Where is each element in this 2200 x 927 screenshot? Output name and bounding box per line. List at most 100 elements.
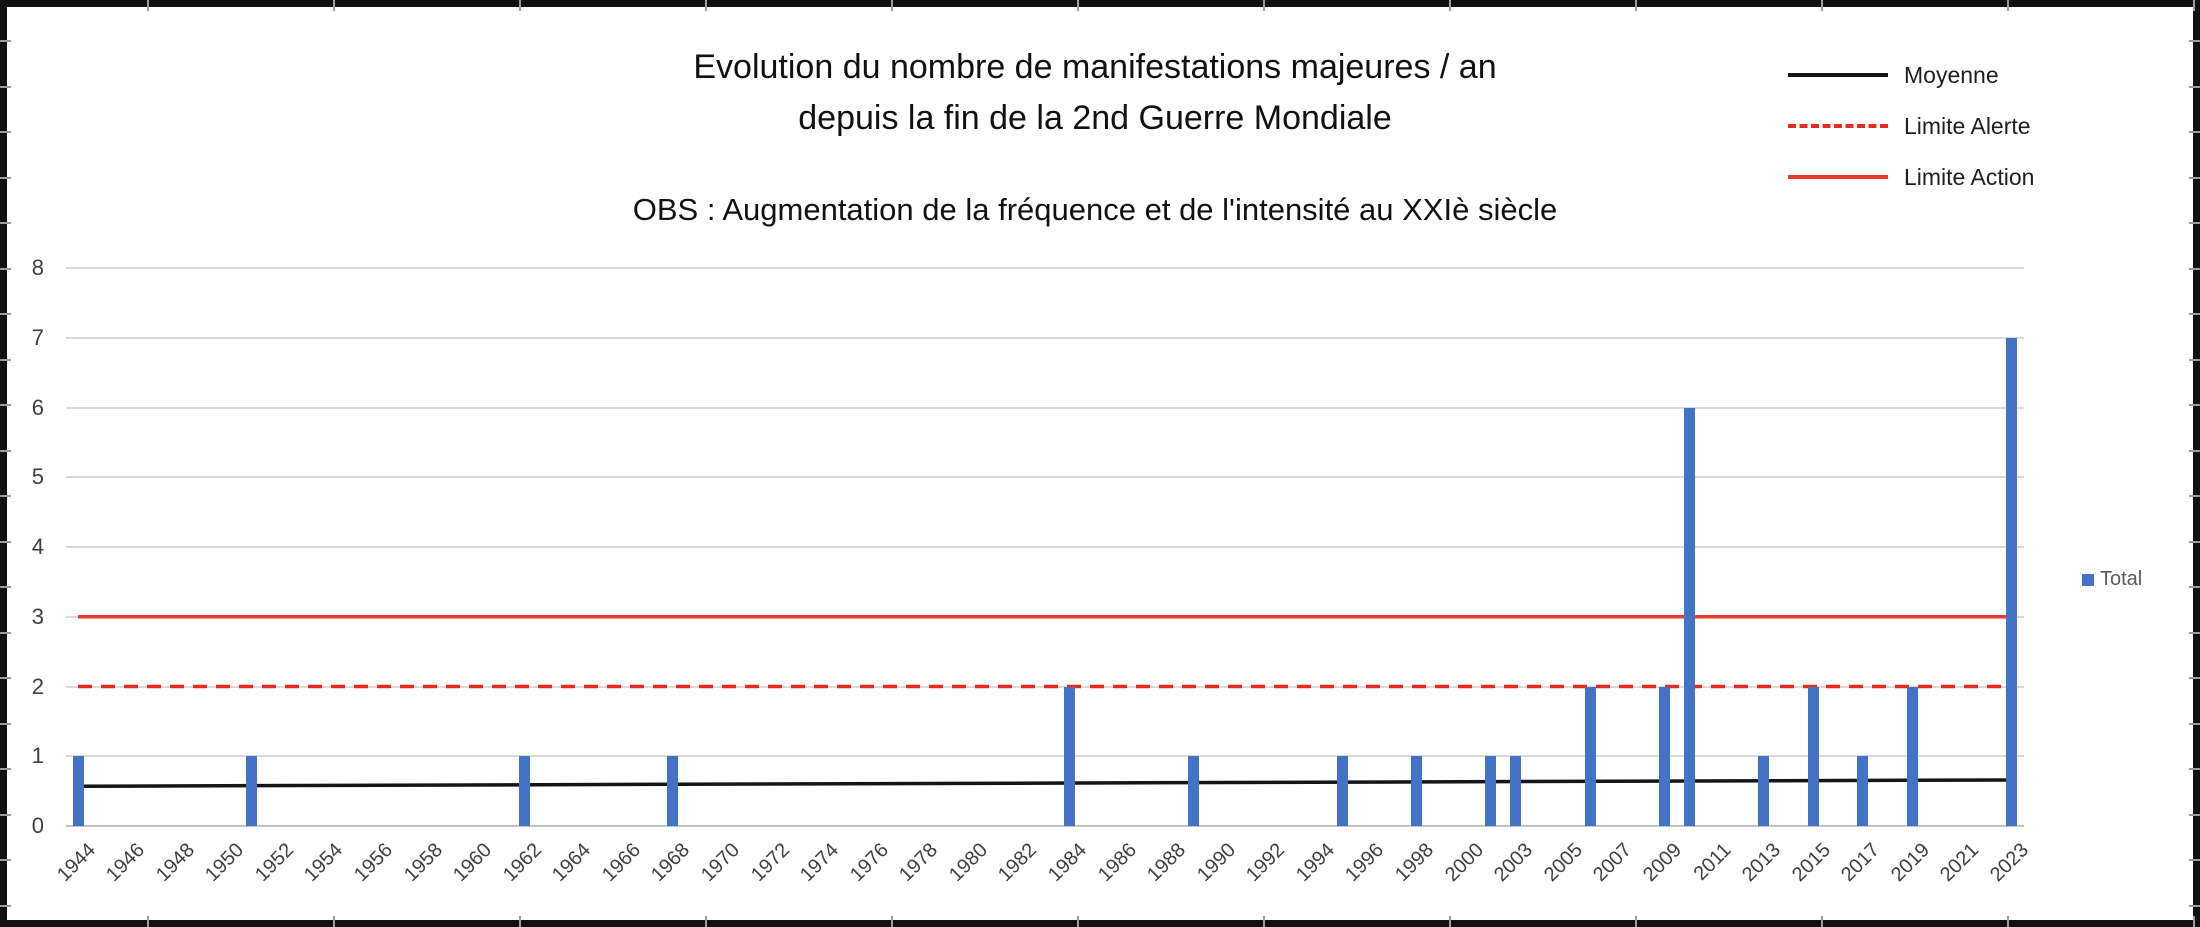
spreadsheet-gridline-stub [2189, 768, 2200, 770]
x-tick-label: 1998 [1391, 839, 1439, 887]
spreadsheet-gridline-stub [0, 631, 11, 634]
spreadsheet-gridline-stub [705, 0, 707, 11]
x-tick-label: 2011 [1689, 839, 1736, 885]
y-tick-label: 1 [31, 743, 44, 769]
spreadsheet-gridline-stub [2007, 916, 2009, 927]
chart-subtitle: OBS : Augmentation de la fréquence et de… [632, 192, 1558, 227]
spreadsheet-gridline-stub [333, 0, 335, 11]
spreadsheet-gridline-stub [2189, 540, 2200, 543]
spreadsheet-gridline-stub [0, 131, 11, 133]
x-tick-label: 2023 [1985, 839, 2033, 887]
x-tick-label: 1972 [746, 839, 794, 887]
spreadsheet-gridline-stub [0, 540, 11, 543]
bar-2017[interactable] [1857, 756, 1869, 826]
spreadsheet-gridline-stub [2193, 0, 2195, 11]
limite-action-line-swatch [1788, 175, 1888, 179]
spreadsheet-gridline-stub [2189, 267, 2200, 270]
bar-2010[interactable] [1683, 407, 1695, 826]
x-tick-label: 2019 [1886, 839, 1934, 887]
x-tick-label: 2005 [1539, 839, 1587, 887]
x-tick-label: 2003 [1490, 839, 1538, 887]
bar-1962[interactable] [518, 756, 530, 826]
spreadsheet-gridline-stub [2189, 586, 2200, 588]
bar-1989[interactable] [1187, 756, 1199, 826]
gridline [66, 755, 2024, 758]
bar-2019[interactable] [1906, 686, 1918, 826]
spreadsheet-gridline-stub [1077, 916, 1079, 927]
bar-1984[interactable] [1063, 686, 1075, 826]
y-tick-label: 2 [31, 673, 44, 699]
bar-2023[interactable] [2005, 337, 2017, 826]
total-series-marker [2082, 573, 2094, 586]
x-tick-label: 1994 [1291, 839, 1339, 887]
spreadsheet-gridline-stub [1263, 916, 1265, 927]
spreadsheet-gridline-stub [1635, 0, 1637, 11]
spreadsheet-gridline-stub [333, 916, 335, 927]
spreadsheet-gridline-stub [2189, 859, 2200, 861]
spreadsheet-gridline-stub [2189, 222, 2200, 224]
spreadsheet-gridline-stub [2189, 495, 2200, 497]
spreadsheet-gridline-stub [0, 859, 11, 861]
spreadsheet-gridline-stub [2189, 813, 2200, 816]
spreadsheet-gridline-stub [1449, 916, 1451, 927]
spreadsheet-gridline-stub [2189, 176, 2200, 179]
x-tick-label: 1960 [449, 839, 497, 887]
chart-title-line2: depuis la fin de la 2nd Guerre Mondiale [798, 99, 1392, 137]
spreadsheet-gridline-stub [0, 176, 11, 179]
lines-legend[interactable]: Moyenne Limite Alerte Limite Action [1788, 60, 2034, 213]
spreadsheet-gridline-stub [0, 449, 11, 452]
moyenne-line[interactable] [77, 778, 2012, 788]
spreadsheet-gridline-stub [2189, 677, 2200, 679]
bar-2015[interactable] [1807, 686, 1819, 826]
gridline [66, 267, 2024, 269]
spreadsheet-gridline-stub [2189, 631, 2200, 634]
bar-1995[interactable] [1336, 756, 1348, 826]
x-tick-label: 1954 [300, 839, 348, 887]
legend-label-limite-alerte: Limite Alerte [1904, 112, 2031, 139]
legend-item-limite-alerte[interactable]: Limite Alerte [1788, 111, 2034, 141]
moyenne-line-swatch [1788, 73, 1888, 77]
spreadsheet-gridline-stub [519, 916, 521, 927]
limite-alerte-line-swatch [1788, 124, 1888, 128]
bar-1968[interactable] [667, 756, 679, 826]
spreadsheet-gridline-stub [0, 495, 11, 497]
spreadsheet-gridline-stub [1263, 0, 1265, 11]
legend-label-limite-action: Limite Action [1904, 163, 2035, 190]
gridline [66, 615, 2024, 618]
spreadsheet-gridline-stub [0, 904, 11, 907]
bar-2006[interactable] [1584, 686, 1596, 826]
spreadsheet-gridline-stub [0, 85, 11, 88]
bar-1951[interactable] [246, 756, 257, 826]
spreadsheet-gridline-stub [2189, 85, 2200, 88]
x-tick-label: 1956 [349, 839, 398, 887]
x-tick-label: 1986 [1093, 839, 1141, 887]
bar-1998[interactable] [1410, 756, 1422, 826]
x-tick-label: 1948 [151, 839, 199, 887]
gridline [66, 685, 2024, 688]
bar-2009[interactable] [1658, 686, 1670, 826]
bar-1944[interactable] [72, 756, 84, 826]
spreadsheet-gridline-stub [2193, 916, 2195, 927]
x-tick-label: 1978 [895, 839, 943, 887]
bar-2001[interactable] [1485, 756, 1497, 826]
y-tick-label: 0 [31, 813, 44, 838]
x-tick-label: 1976 [845, 839, 893, 887]
x-tick-label: 2021 [1936, 839, 1984, 887]
x-tick-label: 1988 [1143, 839, 1191, 887]
total-series-label: Total [2100, 568, 2143, 590]
gridline [66, 406, 2024, 409]
spreadsheet-gridline-stub [0, 813, 11, 816]
bar-2003[interactable] [1510, 756, 1522, 826]
gridline [66, 336, 2024, 339]
legend-item-moyenne[interactable]: Moyenne [1788, 60, 2034, 90]
spreadsheet-gridline-stub [891, 916, 893, 927]
x-tick-label: 2000 [1440, 839, 1488, 887]
x-axis-line [66, 825, 2024, 827]
bar-2013[interactable] [1758, 756, 1770, 826]
series-legend-total[interactable]: Total [2082, 568, 2142, 591]
spreadsheet-gridline-stub [2189, 313, 2200, 315]
legend-item-limite-action[interactable]: Limite Action [1788, 162, 2034, 192]
x-tick-label: 2007 [1589, 839, 1637, 887]
y-tick-label: 8 [31, 255, 44, 280]
x-tick-label: 1980 [944, 839, 992, 887]
